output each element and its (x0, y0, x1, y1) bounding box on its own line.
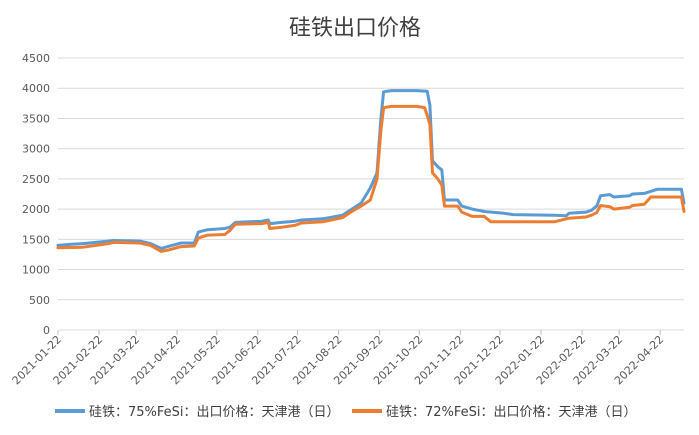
series-line-2 (56, 104, 686, 253)
y-tick-label: 500 (29, 294, 50, 307)
y-tick-label: 3500 (22, 112, 50, 125)
x-axis-ticks: 2021-01-222021-02-222021-03-222021-04-22… (10, 330, 666, 387)
y-tick-label: 0 (43, 324, 50, 337)
y-tick-label: 3000 (22, 143, 50, 156)
series-lines (56, 89, 686, 253)
y-tick-label: 2500 (22, 173, 50, 186)
grid-lines (58, 57, 684, 331)
y-tick-label: 4000 (22, 82, 50, 95)
chart-title: 硅铁出口价格 (289, 16, 421, 41)
y-tick-label: 2000 (22, 203, 50, 216)
y-tick-label: 1000 (22, 264, 50, 277)
series-line-1 (56, 89, 686, 250)
y-axis-ticks: 0 500 1000 1500 2000 2500 3000 3500 4000 4500 (22, 52, 50, 337)
legend-label-1: 硅铁：75%FeSi：出口价格：天津港（日） (89, 404, 340, 420)
y-tick-label: 4500 (22, 52, 50, 65)
legend: 硅铁：75%FeSi：出口价格：天津港（日） 硅铁：72%FeSi：出口价格：天津… (55, 404, 637, 420)
legend-label-2: 硅铁：72%FeSi：出口价格：天津港（日） (386, 404, 637, 420)
y-tick-label: 1500 (22, 233, 50, 246)
